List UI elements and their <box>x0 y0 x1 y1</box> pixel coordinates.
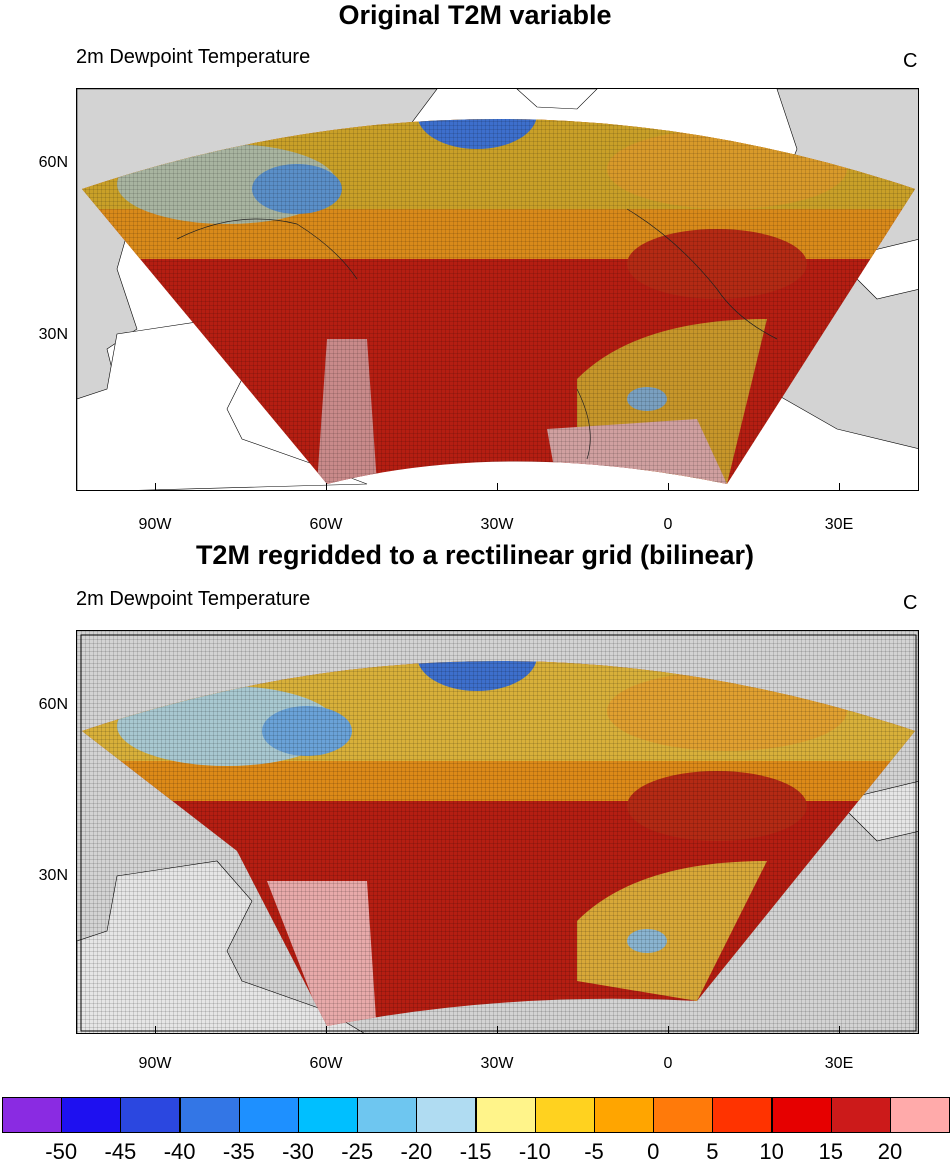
colorbar-swatch <box>416 1097 477 1133</box>
x-tickmark <box>668 1026 669 1034</box>
panel1-units: C <box>903 50 918 72</box>
colorbar-swatch <box>61 1097 122 1133</box>
colorbar-swatch <box>890 1097 950 1133</box>
colorbar-swatch <box>594 1097 654 1133</box>
panel1-title: Original T2M variable <box>338 0 612 30</box>
x-tickmark <box>326 483 327 491</box>
colorbar-label: -50 <box>45 1139 78 1164</box>
map-panel-regridded <box>76 630 919 1034</box>
colorbar-label: 5 <box>706 1139 719 1164</box>
colorbar-label: -30 <box>282 1139 314 1164</box>
x-tickmark <box>155 483 156 491</box>
x-tickmark <box>839 1026 840 1034</box>
panel2-units: C <box>903 592 918 614</box>
colorbar-swatch <box>475 1097 536 1133</box>
colorbar-swatch <box>2 1097 62 1133</box>
colorbar-swatch <box>120 1097 181 1133</box>
panel1-ytick-60n: 60N <box>38 154 68 171</box>
colorbar-label: -35 <box>222 1139 255 1164</box>
panel2-subtitle: 2m Dewpoint Temperature <box>76 588 311 610</box>
colorbar-swatch <box>771 1097 832 1133</box>
panel2-xtick-0: 0 <box>663 1055 673 1072</box>
colorbar-swatch <box>712 1097 773 1133</box>
panel2-title: T2M regridded to a rectilinear grid (bil… <box>195 540 755 570</box>
colorbar-label: 15 <box>818 1139 844 1164</box>
panel1-ytick-30n: 30N <box>38 326 68 343</box>
map-regridded-svg <box>77 631 918 1033</box>
panel1-xtick-90w: 90W <box>138 516 172 533</box>
x-tickmark <box>155 1026 156 1034</box>
colorbar-label: 20 <box>877 1139 903 1164</box>
map-panel-original <box>76 88 919 491</box>
colorbar-swatch <box>298 1097 358 1133</box>
colorbar-label: -20 <box>400 1139 433 1164</box>
panel1-xtick-0: 0 <box>663 516 673 533</box>
panel2-ytick-60n: 60N <box>38 696 68 713</box>
x-tickmark <box>326 1026 327 1034</box>
colorbar <box>0 1097 950 1135</box>
panel1-xtick-60w: 60W <box>309 516 343 533</box>
colorbar-label: -25 <box>341 1139 374 1164</box>
colorbar-swatch <box>653 1097 714 1133</box>
colorbar-label: 0 <box>647 1139 660 1164</box>
colorbar-swatch <box>534 1097 595 1133</box>
panel1-xtick-30w: 30W <box>480 516 514 533</box>
colorbar-swatch <box>179 1097 240 1133</box>
panel2-xtick-30w: 30W <box>480 1055 514 1072</box>
colorbar-label: -5 <box>584 1139 604 1164</box>
colorbar-swatch <box>357 1097 418 1133</box>
colorbar-swatch <box>238 1097 299 1133</box>
panel2-xtick-90w: 90W <box>138 1055 172 1072</box>
panel1-subtitle: 2m Dewpoint Temperature <box>76 46 311 68</box>
colorbar-label: -45 <box>104 1139 137 1164</box>
x-tickmark <box>668 483 669 491</box>
colorbar-label: -40 <box>163 1139 196 1164</box>
colorbar-label: -15 <box>459 1139 492 1164</box>
colorbar-label: -10 <box>518 1139 551 1164</box>
panel2-ytick-30n: 30N <box>38 867 68 884</box>
colorbar-label: 10 <box>759 1139 784 1164</box>
coastlines <box>176 208 778 460</box>
panel2-xtick-30e: 30E <box>824 1055 854 1072</box>
panel2-xtick-60w: 60W <box>309 1055 343 1072</box>
x-tickmark <box>497 483 498 491</box>
x-tickmark <box>497 1026 498 1034</box>
panel1-xtick-30e: 30E <box>824 516 854 533</box>
x-tickmark <box>839 483 840 491</box>
colorbar-swatch <box>830 1097 891 1133</box>
map-original-svg <box>77 89 918 490</box>
